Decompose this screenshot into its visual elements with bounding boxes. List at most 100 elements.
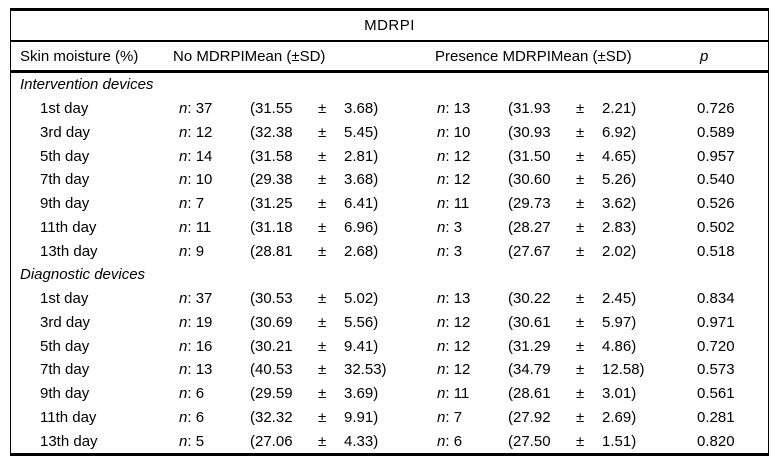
p-value: 0.281 xyxy=(697,408,735,426)
section-header: Diagnostic devices xyxy=(20,266,146,284)
col-header-skin-moisture: Skin moisture (%) xyxy=(20,47,139,65)
table-row: 3rd day n: 12 (32.38 ±5.45) n: 10 (30.93 ±6.92… xyxy=(11,121,768,145)
n-symbol: n xyxy=(437,290,446,308)
plus-minus-sign: ± xyxy=(576,408,585,426)
plus-minus-sign: ± xyxy=(318,408,327,426)
mean-presence-mdrpi: (27.67 xyxy=(508,242,551,260)
table-row: 11th day n: 6 (32.32 ±9.91) n: 7 (27.92 ±2.69)… xyxy=(11,406,768,430)
plus-minus-sign: ± xyxy=(576,171,585,189)
n-value: 12 xyxy=(453,361,471,379)
n-cell-no-mdrpi: n: 14 xyxy=(173,148,246,165)
n-separator: : xyxy=(445,242,454,260)
table-row: 5th day n: 16 (30.21 ±9.41) n: 12 (31.29 ±4.86… xyxy=(11,334,768,358)
col-header-no-mdrpi: No MDRPIMean (±SD) xyxy=(173,47,326,65)
mean-no-mdrpi: (27.06 xyxy=(250,432,293,450)
plus-minus-sign: ± xyxy=(576,195,585,213)
n-value: 11 xyxy=(195,218,212,236)
n-symbol: n xyxy=(437,147,446,165)
mean-no-mdrpi: (31.55 xyxy=(250,100,293,118)
plus-minus-sign: ± xyxy=(576,313,585,331)
sd-presence-mdrpi: 2.69) xyxy=(602,408,637,426)
day-label: 9th day xyxy=(40,195,90,213)
table-row: 9th day n: 6 (29.59 ±3.69) n: 11 (28.61 ±3.01)… xyxy=(11,382,768,406)
n-cell-no-mdrpi: n: 5 xyxy=(173,433,246,450)
n-separator: : xyxy=(187,100,196,118)
mean-no-mdrpi: (28.81 xyxy=(250,242,293,260)
n-cell-presence-mdrpi: n: 13 xyxy=(431,100,504,117)
sd-no-mdrpi: 4.33) xyxy=(344,432,379,450)
mean-presence-mdrpi: (28.27 xyxy=(508,218,551,236)
p-value: 0.957 xyxy=(697,147,735,165)
p-value: 0.561 xyxy=(697,385,735,403)
plus-minus-sign: ± xyxy=(318,290,327,308)
mean-no-mdrpi: (29.38 xyxy=(250,171,293,189)
n-cell-no-mdrpi: n: 37 xyxy=(173,100,246,117)
n-cell-presence-mdrpi: n: 12 xyxy=(431,338,504,355)
n-cell-no-mdrpi: n: 6 xyxy=(173,385,246,402)
plus-minus-sign: ± xyxy=(318,147,327,165)
n-symbol: n xyxy=(437,385,446,403)
table-body: Intervention devices 1st day n: 37 (31.55 ±3… xyxy=(11,73,768,453)
day-label: 1st day xyxy=(40,290,89,308)
n-symbol: n xyxy=(179,432,188,450)
sd-no-mdrpi: 2.68) xyxy=(344,242,379,260)
n-value: 14 xyxy=(195,147,213,165)
sd-presence-mdrpi: 4.86) xyxy=(602,337,637,355)
col-header-p-value: p xyxy=(700,47,709,65)
sd-presence-mdrpi: 2.02) xyxy=(602,242,637,260)
mean-presence-mdrpi: (29.73 xyxy=(508,195,551,213)
sd-presence-mdrpi: 5.97) xyxy=(602,313,637,331)
day-label: 7th day xyxy=(40,171,90,189)
n-cell-presence-mdrpi: n: 6 xyxy=(431,433,504,450)
n-separator: : xyxy=(445,147,454,165)
section-header: Intervention devices xyxy=(20,76,154,94)
table-row: 3rd day n: 19 (30.69 ±5.56) n: 12 (30.61 ±5.97… xyxy=(11,311,768,335)
mean-no-mdrpi: (30.69 xyxy=(250,313,293,331)
mean-no-mdrpi: (40.53 xyxy=(250,361,293,379)
n-separator: : xyxy=(445,361,454,379)
plus-minus-sign: ± xyxy=(576,100,585,118)
n-separator: : xyxy=(187,361,196,379)
sd-presence-mdrpi: 12.58) xyxy=(602,361,645,379)
n-value: 12 xyxy=(195,123,213,141)
n-symbol: n xyxy=(437,100,446,118)
day-label: 3rd day xyxy=(40,123,91,141)
n-cell-presence-mdrpi: n: 13 xyxy=(431,290,504,307)
n-cell-presence-mdrpi: n: 10 xyxy=(431,124,504,141)
plus-minus-sign: ± xyxy=(318,337,327,355)
n-value: 5 xyxy=(195,432,205,450)
n-cell-presence-mdrpi: n: 11 xyxy=(431,195,504,212)
table-row: 1st day n: 37 (31.55 ±3.68) n: 13 (31.93 ±2.21… xyxy=(11,97,768,121)
plus-minus-sign: ± xyxy=(576,218,585,236)
table-row: 13th day n: 5 (27.06 ±4.33) n: 6 (27.50 ±1.51)… xyxy=(11,429,768,453)
n-separator: : xyxy=(187,313,196,331)
mean-presence-mdrpi: (27.92 xyxy=(508,408,551,426)
plus-minus-sign: ± xyxy=(318,218,327,236)
plus-minus-sign: ± xyxy=(318,313,327,331)
mean-no-mdrpi: (31.58 xyxy=(250,147,293,165)
plus-minus-sign: ± xyxy=(576,432,585,450)
n-separator: : xyxy=(187,432,196,450)
day-label: 13th day xyxy=(40,432,98,450)
n-symbol: n xyxy=(179,385,188,403)
sd-no-mdrpi: 3.68) xyxy=(344,171,379,189)
n-symbol: n xyxy=(179,171,188,189)
n-value: 7 xyxy=(195,195,205,213)
day-label: 1st day xyxy=(40,100,89,118)
n-separator: : xyxy=(445,123,454,141)
plus-minus-sign: ± xyxy=(318,242,327,260)
mean-presence-mdrpi: (30.60 xyxy=(508,171,551,189)
p-value: 0.589 xyxy=(697,123,735,141)
sd-no-mdrpi: 6.41) xyxy=(344,195,379,213)
sd-presence-mdrpi: 1.51) xyxy=(602,432,637,450)
plus-minus-sign: ± xyxy=(318,361,327,379)
n-symbol: n xyxy=(437,171,446,189)
n-symbol: n xyxy=(437,218,446,236)
n-cell-no-mdrpi: n: 12 xyxy=(173,124,246,141)
n-separator: : xyxy=(445,408,454,426)
table-row: 7th day n: 10 (29.38 ±3.68) n: 12 (30.60 ±5.26… xyxy=(11,168,768,192)
sd-no-mdrpi: 5.02) xyxy=(344,290,379,308)
mean-no-mdrpi: (29.59 xyxy=(250,385,293,403)
day-label: 13th day xyxy=(40,242,98,260)
n-value: 12 xyxy=(453,337,471,355)
